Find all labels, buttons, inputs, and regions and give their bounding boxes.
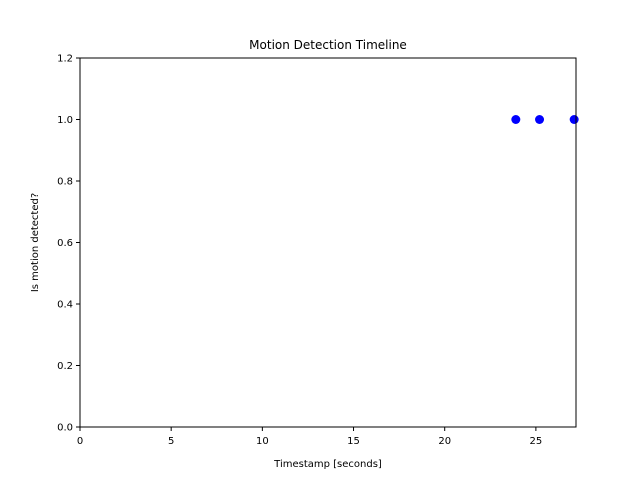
- axes-frame: [79, 57, 577, 428]
- y-tick-label: 0.4: [57, 300, 73, 311]
- x-tick-label: 20: [438, 436, 451, 447]
- x-tick-label: 10: [256, 436, 269, 447]
- y-tick-label: 1.0: [57, 115, 73, 126]
- x-tick-label: 0: [77, 436, 83, 447]
- data-point: [569, 115, 579, 124]
- y-tick-label: 0.0: [57, 423, 73, 434]
- data-point: [535, 115, 545, 124]
- y-tick-label: 0.6: [57, 238, 73, 249]
- x-tick-label: 25: [530, 436, 543, 447]
- axis-ticks: 0 5 10 15 20 25 0.0 0.2 0.4 0.6 0.8 1.0 1.2: [57, 54, 542, 448]
- plot-area: [511, 115, 579, 124]
- x-axis-label: Timestamp [seconds]: [273, 459, 382, 470]
- y-tick-label: 0.8: [57, 177, 73, 188]
- y-axis-label: Is motion detected?: [30, 193, 41, 292]
- chart-title: Motion Detection Timeline: [249, 38, 407, 52]
- x-tick-label: 15: [347, 436, 360, 447]
- y-tick-label: 1.2: [57, 54, 73, 65]
- data-point: [511, 115, 521, 124]
- y-tick-label: 0.2: [57, 361, 73, 372]
- x-tick-label: 5: [168, 436, 174, 447]
